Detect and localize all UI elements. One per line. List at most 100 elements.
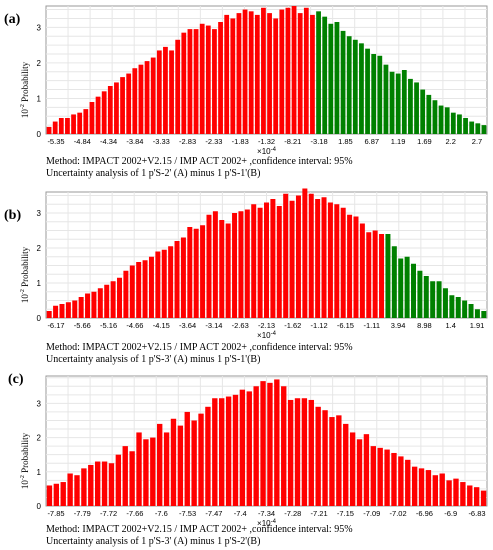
bar [142, 260, 148, 318]
bar [379, 234, 385, 318]
bar [283, 193, 289, 318]
bar [132, 68, 138, 134]
bar [308, 193, 314, 318]
bar [212, 211, 218, 318]
x-tick-label: -7.34 [258, 509, 275, 518]
bar [101, 461, 108, 506]
bar [198, 413, 204, 506]
bar [150, 57, 156, 135]
bar [219, 398, 225, 506]
bar [353, 216, 359, 318]
bar [349, 432, 356, 506]
bar [389, 71, 395, 134]
bar [157, 423, 163, 506]
bar [193, 29, 199, 134]
bar [122, 446, 128, 506]
bar [138, 64, 144, 134]
bar [191, 420, 197, 506]
x-tick-label: -7.66 [126, 509, 143, 518]
bar [302, 188, 308, 318]
bar [264, 202, 269, 318]
bar [340, 30, 346, 134]
bar [77, 112, 83, 134]
x-tick-label: -6.15 [337, 321, 354, 330]
bar [316, 11, 321, 134]
bar [71, 114, 76, 134]
panel-label: (b) [4, 208, 22, 223]
bar [177, 425, 184, 506]
x-tick-label: -6.17 [47, 321, 64, 330]
x-tick-label: -2.63 [232, 321, 249, 330]
bar [303, 7, 309, 135]
bar [289, 200, 295, 318]
bar [81, 468, 87, 506]
x-tick-label: -7.6 [155, 509, 168, 518]
x-tick-label: -5.35 [47, 137, 64, 146]
bar [136, 432, 142, 506]
bar [261, 7, 266, 135]
bar [453, 478, 459, 506]
y-axis-label: 10-2 Probability [20, 432, 30, 489]
bar [301, 398, 308, 506]
x-tick-label: -7.21 [311, 509, 328, 518]
bar [287, 399, 294, 506]
bar [161, 249, 167, 318]
bar [281, 386, 287, 506]
bar [432, 100, 438, 134]
bar [72, 300, 78, 318]
bar [46, 126, 52, 134]
panel-label: (a) [4, 12, 21, 27]
bar [474, 309, 480, 318]
x-tick-label: -7.79 [74, 509, 91, 518]
x-tick-label: -5.66 [74, 321, 91, 330]
y-tick-label: 1 [37, 279, 42, 288]
bar [193, 228, 199, 318]
x-tick-label: -7.15 [337, 509, 354, 518]
bar [205, 406, 211, 506]
bar [212, 29, 217, 134]
bar [469, 121, 475, 134]
bar [218, 22, 223, 134]
bar [356, 439, 363, 506]
bar [371, 54, 377, 134]
bar [155, 251, 161, 318]
bar [370, 446, 376, 506]
bar [395, 73, 401, 134]
bar [242, 9, 248, 135]
bar [117, 277, 122, 318]
bar [101, 91, 107, 134]
x-tick-label: -7.02 [390, 509, 407, 518]
bar [53, 305, 59, 318]
bar [123, 270, 129, 318]
bar [67, 473, 73, 506]
bar [475, 123, 481, 134]
y-axis-label: 10-2 Probability [20, 61, 30, 118]
x-tick-label: 1.4 [445, 321, 455, 330]
bar [65, 118, 70, 134]
bar [170, 418, 177, 506]
bar [297, 13, 303, 134]
caption-line-1: Method: IMPACT 2002+V2.15 / IMP ACT 2002… [46, 342, 353, 353]
chart-panel-b: (b) 0 1 2 3 10-2 Probability -6.17 -5.66 -5.16-… [0, 188, 493, 368]
bar [246, 391, 252, 506]
bar [377, 447, 383, 506]
bar [432, 475, 438, 506]
bar [267, 13, 272, 134]
bar [60, 482, 66, 506]
bar [260, 381, 266, 506]
x-tick-label: 1.19 [391, 137, 406, 146]
bar [444, 107, 450, 134]
y-tick-label: 2 [37, 244, 42, 253]
bar [391, 452, 397, 506]
bar [225, 396, 232, 506]
bar [163, 46, 168, 134]
x-tick-label: -4.66 [126, 321, 143, 330]
bar [129, 265, 135, 318]
x-tick-label: 6.87 [364, 137, 379, 146]
x-multiplier: ×10-4 [257, 519, 277, 528]
bar [426, 94, 432, 134]
bar [363, 434, 370, 506]
bar [315, 199, 321, 318]
bar [253, 386, 259, 506]
x-tick-label: -2.83 [179, 137, 196, 146]
